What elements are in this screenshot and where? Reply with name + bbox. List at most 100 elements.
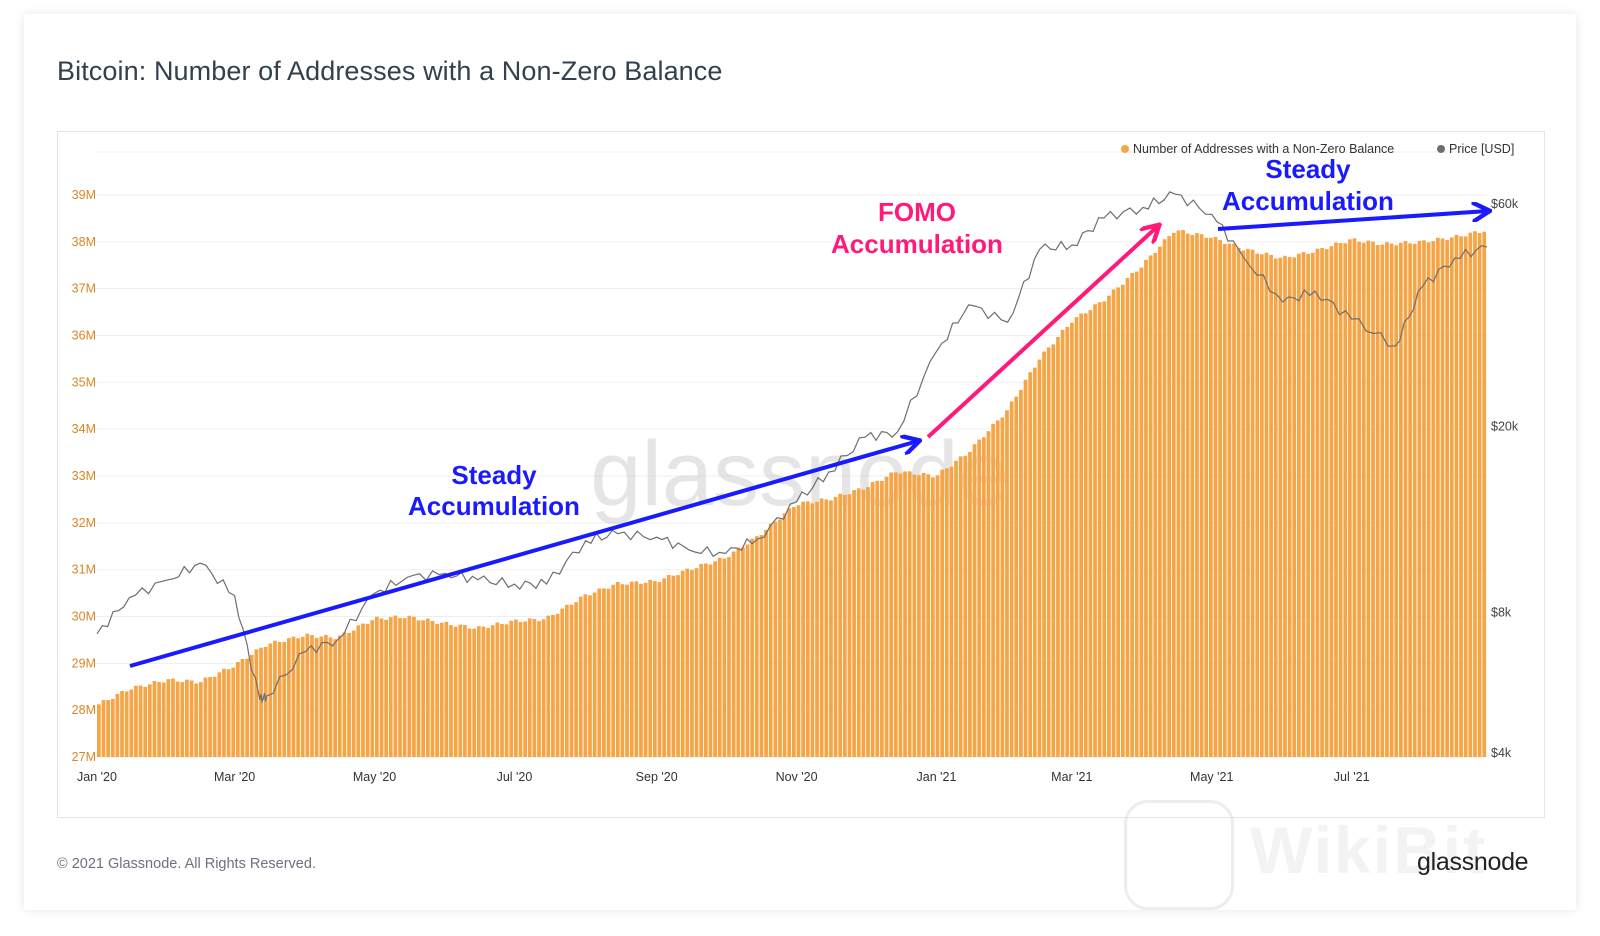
- bar: [898, 473, 903, 757]
- y-left-tick-label: 37M: [72, 282, 96, 296]
- bar: [509, 620, 514, 757]
- bar: [560, 608, 565, 757]
- bar: [1306, 253, 1311, 757]
- bar: [1102, 301, 1107, 757]
- bar: [1283, 255, 1287, 758]
- bar: [226, 669, 231, 757]
- bar: [666, 574, 671, 757]
- bar: [120, 690, 124, 757]
- bar: [1408, 243, 1412, 758]
- bar: [958, 456, 963, 757]
- bar: [1097, 302, 1102, 757]
- y-axis-left-ticks: 27M 28M 29M 30M 31M 32M 33M 34M 35M 36M 37M 38M 39M: [72, 188, 96, 764]
- bar: [305, 633, 310, 757]
- bar: [903, 471, 907, 757]
- bar: [1255, 253, 1260, 757]
- y-left-tick-label: 34M: [72, 422, 96, 436]
- bar: [268, 643, 273, 757]
- legend: Number of Addresses with a Non-Zero Bala…: [1121, 142, 1514, 156]
- y-right-tick-label: $4k: [1491, 746, 1512, 760]
- bar: [1380, 244, 1385, 757]
- x-tick-label: May '20: [353, 770, 396, 784]
- bar: [657, 582, 662, 757]
- bar: [421, 620, 426, 757]
- bar: [1088, 310, 1093, 757]
- bar: [444, 621, 449, 757]
- bar: [134, 685, 138, 757]
- bar: [388, 617, 393, 757]
- bar: [782, 513, 787, 757]
- bar: [861, 489, 866, 757]
- bar: [222, 668, 226, 757]
- bar: [866, 487, 870, 757]
- bar: [819, 498, 824, 757]
- bar: [1000, 417, 1005, 757]
- bar: [838, 493, 843, 757]
- bar: [551, 614, 555, 757]
- bar: [518, 622, 523, 757]
- bar: [564, 604, 569, 757]
- bar: [1394, 245, 1399, 757]
- bar: [1348, 239, 1352, 757]
- bar: [532, 618, 537, 757]
- steady-label-2-line2: Accumulation: [1222, 186, 1394, 216]
- bar: [796, 505, 801, 757]
- bar: [611, 584, 616, 757]
- bar: [1236, 247, 1241, 758]
- bar: [1060, 329, 1065, 757]
- bar: [430, 621, 435, 757]
- bar: [981, 437, 986, 757]
- bar: [963, 455, 968, 757]
- bar: [986, 431, 991, 757]
- bar: [1426, 242, 1431, 757]
- bar: [1250, 249, 1255, 757]
- bar: [254, 649, 259, 757]
- bar: [370, 620, 375, 757]
- bar: [393, 615, 398, 757]
- bar: [954, 460, 958, 757]
- bar: [157, 681, 161, 757]
- bar: [1292, 257, 1297, 757]
- bar: [97, 704, 101, 757]
- bar: [1310, 252, 1315, 758]
- bar: [653, 581, 657, 757]
- bar: [680, 570, 685, 757]
- bar: [592, 592, 597, 757]
- bar: [768, 523, 773, 757]
- bar: [347, 632, 351, 757]
- bar: [699, 563, 704, 757]
- bar: [537, 621, 541, 757]
- bar: [615, 581, 620, 757]
- bar: [1130, 273, 1134, 757]
- fomo-arrow: [926, 226, 1158, 439]
- bar: [504, 624, 509, 757]
- bar: [1153, 253, 1158, 757]
- bar: [249, 654, 254, 757]
- bar: [1148, 255, 1153, 758]
- bar: [1459, 236, 1463, 758]
- bar: [1046, 347, 1051, 757]
- bar: [741, 547, 745, 757]
- bar: [458, 624, 463, 757]
- bar: [365, 623, 370, 757]
- bar: [1241, 250, 1246, 757]
- x-tick-label: May '21: [1190, 770, 1233, 784]
- bar: [759, 535, 764, 757]
- bar: [629, 581, 634, 757]
- y-left-tick-label: 36M: [72, 329, 96, 343]
- bar: [1338, 243, 1343, 757]
- bar: [852, 490, 856, 757]
- bar: [1361, 242, 1366, 758]
- bar: [291, 636, 296, 757]
- x-tick-label: Jan '21: [917, 770, 957, 784]
- bar: [1445, 240, 1450, 757]
- bar: [810, 503, 815, 757]
- bar: [1463, 236, 1468, 757]
- y-left-tick-label: 35M: [72, 375, 96, 389]
- bar: [991, 423, 995, 757]
- bar: [1422, 240, 1426, 757]
- bar: [189, 680, 194, 757]
- bar: [745, 544, 750, 757]
- bar: [161, 682, 166, 757]
- bar: [935, 475, 940, 757]
